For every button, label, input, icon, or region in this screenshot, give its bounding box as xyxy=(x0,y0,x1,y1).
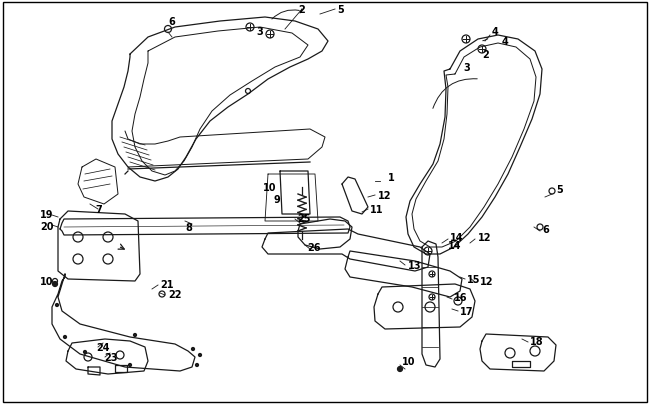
Text: 11: 11 xyxy=(370,205,384,215)
Text: 12: 12 xyxy=(478,232,491,243)
Text: 10: 10 xyxy=(402,356,415,366)
Text: 1: 1 xyxy=(388,173,395,183)
Text: 4: 4 xyxy=(502,37,509,47)
Text: 16: 16 xyxy=(454,292,467,302)
Text: 6: 6 xyxy=(542,224,549,234)
Text: 3: 3 xyxy=(463,63,470,73)
Circle shape xyxy=(192,347,194,351)
Circle shape xyxy=(64,336,66,339)
Circle shape xyxy=(398,367,402,371)
Text: 23: 23 xyxy=(104,352,118,362)
Text: 8: 8 xyxy=(185,222,192,232)
Text: 10: 10 xyxy=(263,183,276,192)
Circle shape xyxy=(55,304,58,307)
Text: 22: 22 xyxy=(168,289,181,299)
Text: 12: 12 xyxy=(378,190,391,200)
Text: 2: 2 xyxy=(482,50,489,60)
Text: 12: 12 xyxy=(480,276,493,286)
Text: 18: 18 xyxy=(530,336,543,346)
Circle shape xyxy=(133,334,136,337)
Text: 2: 2 xyxy=(298,5,306,15)
Text: 5: 5 xyxy=(556,185,563,194)
Text: 24: 24 xyxy=(96,342,109,352)
Text: 4: 4 xyxy=(492,27,499,37)
Circle shape xyxy=(198,354,202,357)
Text: 26: 26 xyxy=(307,243,320,252)
Text: 20: 20 xyxy=(40,222,53,231)
Text: 15: 15 xyxy=(467,274,480,284)
Text: 9: 9 xyxy=(274,194,281,205)
Circle shape xyxy=(83,351,86,354)
Text: 7: 7 xyxy=(95,205,102,215)
Text: 25: 25 xyxy=(297,213,311,224)
Text: 14: 14 xyxy=(450,232,463,243)
Text: 13: 13 xyxy=(408,260,421,270)
Text: 21: 21 xyxy=(160,279,174,289)
Text: 10: 10 xyxy=(40,276,53,286)
Text: 5: 5 xyxy=(337,5,344,15)
Text: 3: 3 xyxy=(256,27,263,37)
Text: 6: 6 xyxy=(168,17,175,27)
Text: 17: 17 xyxy=(460,306,473,316)
Circle shape xyxy=(53,282,57,287)
Circle shape xyxy=(129,364,131,367)
Text: 19: 19 xyxy=(40,209,53,220)
Text: 14: 14 xyxy=(448,241,462,250)
Circle shape xyxy=(196,364,198,367)
